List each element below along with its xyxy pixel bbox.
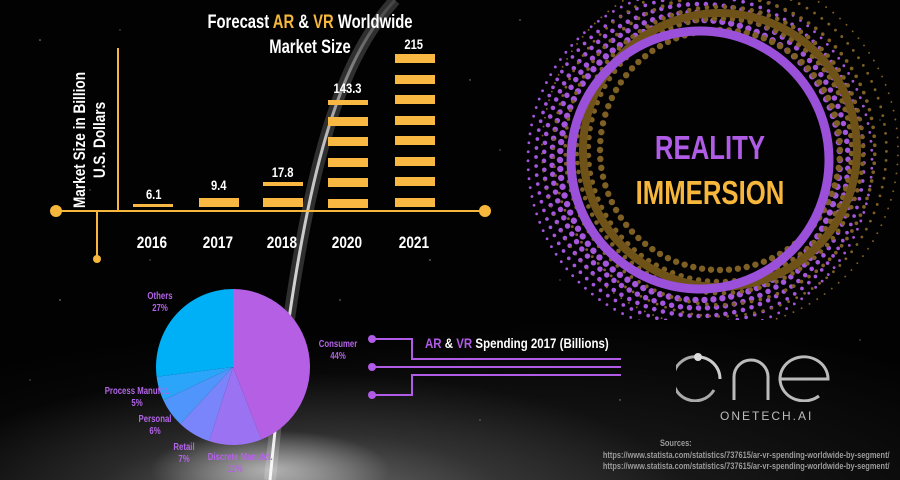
pie-slice-discrete-manufct- [209,367,262,445]
bar-2020-segment [328,117,368,126]
circuit-line [411,374,621,376]
axis-end-dot-left [50,205,62,217]
pie-label-personal: Personal 6% [138,414,172,437]
x-tick-2020: 2020 [331,233,363,252]
x-tick-2018: 2018 [266,233,298,252]
spending-pie-chart [156,289,311,445]
bar-2021-segment [395,75,435,84]
bar-2016 [133,204,173,207]
bar-value-label: 17.8 [272,164,294,180]
x-tick-2017: 2017 [202,233,234,252]
pie-slice-others [156,289,233,377]
bar-value-label: 6.1 [146,186,162,202]
bar-2020-segment [328,137,368,146]
circuit-line [411,358,621,360]
bar-2020-segment [328,199,368,208]
bar-2020-segment [328,158,368,167]
bar-value-label: 143.3 [333,80,363,96]
bar-2020-segment [328,178,368,187]
axis-drop-dot [93,255,101,263]
source-link[interactable]: https://www.statista.com/statistics/7376… [603,461,890,472]
circuit-line [411,338,413,360]
pie-label-consumer: Consumer 44% [318,339,358,362]
bar-2021-segment [395,95,435,104]
bar-2017 [199,198,239,207]
sources-heading: Sources: [660,438,693,449]
bar-2021-segment [395,198,435,207]
bar-2021-segment [395,116,435,125]
bar-2018-segment [263,198,303,207]
circuit-line [411,374,413,396]
bar-value-label: 9.4 [211,177,227,193]
bar-2020-segment [328,100,368,105]
source-link[interactable]: https://www.statista.com/statistics/7376… [603,449,890,461]
pie-chart-title: AR & VR Spending 2017 (Billions) [425,335,609,351]
bar-2021-segment [395,157,435,166]
x-axis-line [55,210,485,212]
pie-slice-retail [180,367,233,442]
pie-label-process-manufct: Process Manufct. 5% [104,386,170,409]
pie-slice-personal [163,367,233,424]
pie-label-others: Others 27% [147,291,173,314]
bar-2021-segment [395,136,435,145]
circuit-line [372,338,412,340]
circuit-line [372,366,621,368]
pie-slice-process-manufct- [156,367,233,401]
x-tick-2016: 2016 [136,233,168,252]
pie-label-retail: Retail 7% [173,442,195,465]
sources-block: Sources: https://www.statista.com/statis… [522,438,890,473]
y-axis-line [117,48,119,211]
bar-chart-title: Forecast AR & VR Worldwide Market Size [207,12,413,58]
circuit-line [372,394,412,396]
axis-drop-line [96,211,98,259]
bar-2021-segment [395,54,435,63]
x-tick-2021: 2021 [398,233,430,252]
onetech-logo [676,353,830,402]
dotted-rings-graphic [526,0,899,320]
axis-end-dot-right [479,205,491,217]
reality-immersion-badge: REALITY IMMERSION [635,129,785,211]
bar-value-label: 215 [404,36,424,52]
pie-label-discrete-manufct: Discrete Manufct. 11% [207,452,273,475]
bar-2021-segment [395,177,435,186]
pie-slice-consumer [233,289,311,440]
bar-2018-segment [263,182,303,186]
onetech-domain: ONETECH.AI [720,409,814,423]
